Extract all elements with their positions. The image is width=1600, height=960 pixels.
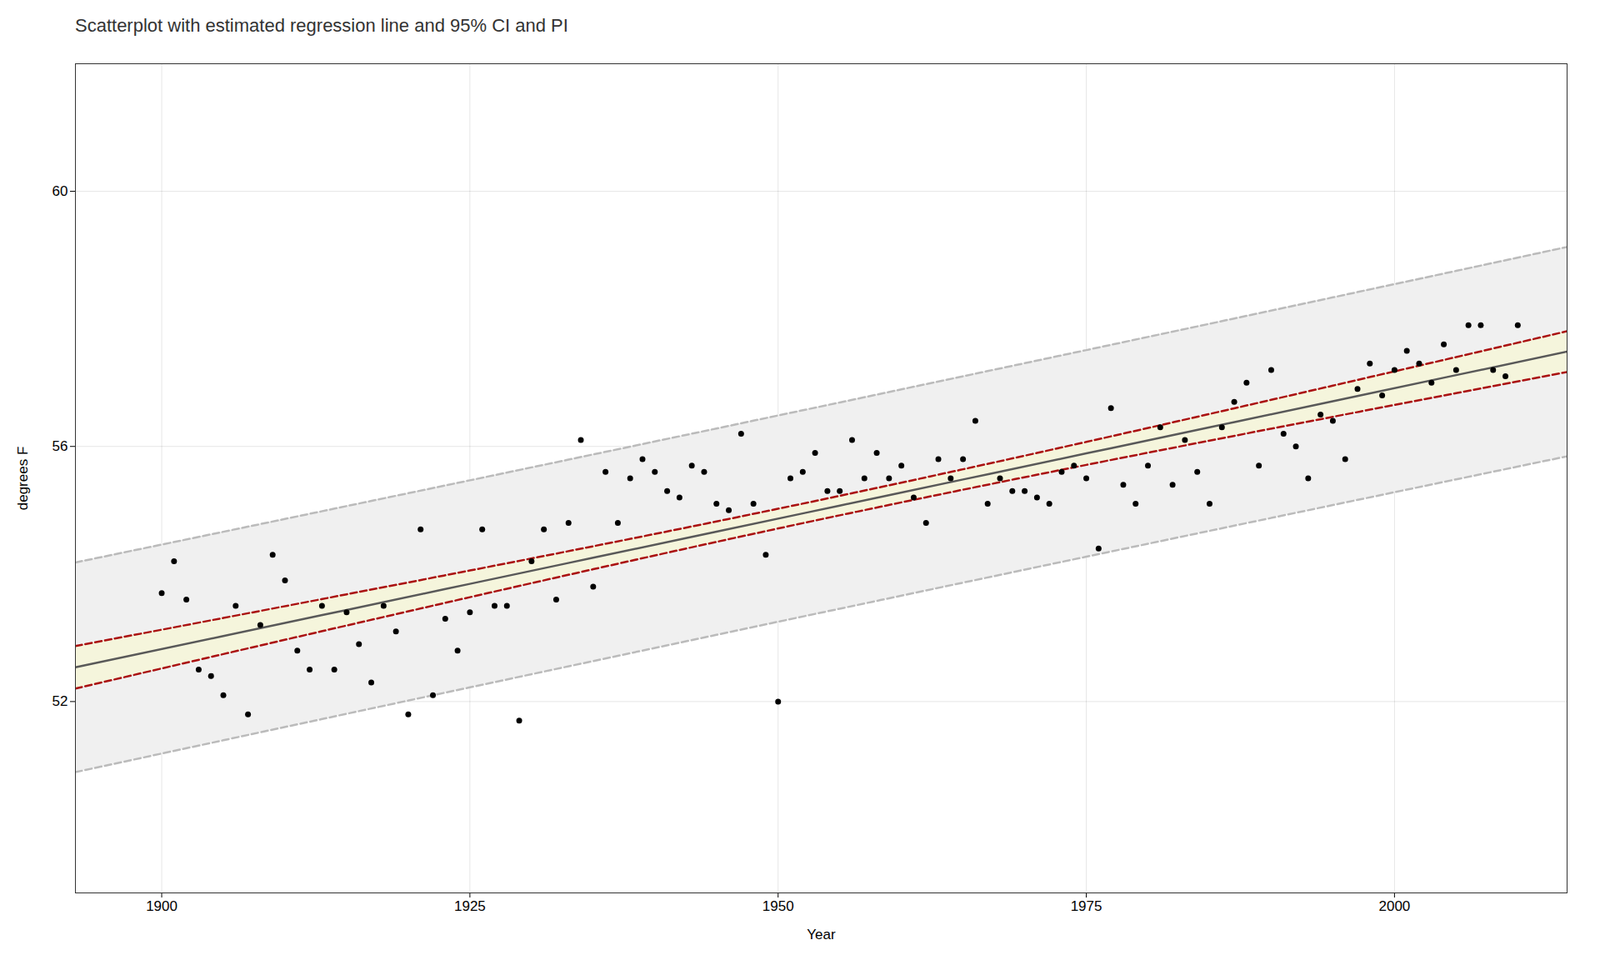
svg-text:1950: 1950: [762, 898, 795, 915]
svg-text:52: 52: [52, 693, 69, 710]
svg-text:2000: 2000: [1378, 898, 1410, 915]
svg-text:degrees F: degrees F: [15, 446, 31, 511]
html-text:Scatterplot with estimated reg: Scatterplot with estimated regression li…: [75, 15, 569, 36]
svg-text:Year: Year: [806, 926, 836, 943]
svg-text:56: 56: [52, 438, 69, 455]
svg-text:1900: 1900: [145, 898, 178, 915]
svg-text:1925: 1925: [454, 898, 486, 915]
svg-text:1975: 1975: [1070, 898, 1103, 915]
svg-text:60: 60: [52, 183, 69, 200]
